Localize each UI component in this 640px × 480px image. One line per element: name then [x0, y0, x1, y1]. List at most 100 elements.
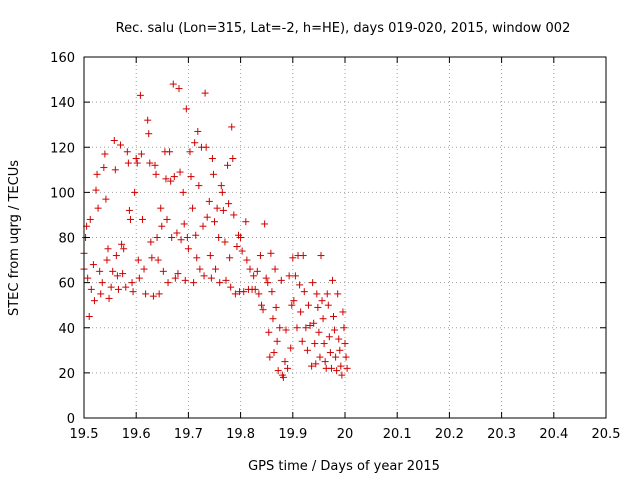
x-tick-label: 20.3 — [487, 427, 516, 442]
data-point — [167, 177, 175, 185]
data-point — [189, 204, 197, 212]
data-point — [157, 204, 165, 212]
data-point — [216, 279, 224, 287]
data-point — [315, 328, 323, 336]
data-point — [145, 130, 153, 138]
data-point — [107, 283, 115, 291]
data-point — [219, 206, 227, 214]
data-point — [207, 274, 215, 282]
data-point — [137, 150, 145, 158]
data-point — [170, 173, 178, 181]
x-axis-label: GPS time / Days of year 2015 — [248, 459, 440, 474]
axis-ticks — [83, 56, 607, 419]
chart-title: Rec. salu (Lon=315, Lat=-2, h=HE), days … — [116, 21, 571, 36]
data-point — [289, 254, 297, 262]
data-point — [213, 204, 221, 212]
data-point — [243, 256, 251, 264]
data-point — [218, 188, 226, 196]
data-point — [269, 315, 277, 323]
y-tick-label: 0 — [67, 412, 75, 427]
data-point — [339, 308, 347, 316]
data-point — [271, 265, 279, 273]
data-point — [284, 364, 292, 372]
data-point — [196, 265, 204, 273]
data-point — [105, 294, 113, 302]
data-point — [120, 245, 128, 253]
data-point — [230, 211, 238, 219]
data-point — [96, 267, 104, 275]
data-point — [253, 267, 261, 275]
data-point — [169, 80, 177, 88]
data-point — [270, 349, 278, 357]
y-tick-label: 140 — [50, 96, 75, 111]
data-point — [255, 290, 263, 298]
data-point — [158, 222, 166, 230]
data-point — [242, 218, 250, 226]
data-point — [316, 353, 324, 361]
data-point — [319, 315, 327, 323]
data-point — [132, 155, 140, 163]
y-tick-label: 160 — [50, 51, 75, 66]
data-point — [114, 285, 122, 293]
data-point — [288, 301, 296, 309]
data-point — [183, 234, 191, 241]
data-point — [281, 358, 289, 366]
data-point — [250, 272, 258, 280]
data-point — [287, 344, 295, 352]
data-point — [227, 283, 235, 291]
data-point — [326, 349, 334, 357]
data-point — [262, 274, 270, 282]
data-point — [293, 324, 301, 332]
data-point — [138, 215, 146, 223]
data-point — [111, 166, 119, 174]
data-point — [117, 141, 125, 149]
data-point — [323, 290, 331, 298]
data-point — [226, 254, 234, 262]
data-point — [273, 337, 281, 345]
data-point — [309, 279, 317, 287]
data-point — [119, 270, 127, 278]
y-tick-label: 60 — [58, 277, 75, 292]
data-point — [110, 136, 118, 144]
data-point — [237, 234, 245, 241]
data-point — [142, 290, 150, 298]
data-point — [225, 200, 233, 208]
data-point — [312, 360, 320, 368]
data-point — [259, 306, 267, 314]
data-point — [94, 204, 102, 212]
data-point — [179, 188, 187, 196]
data-point — [240, 288, 248, 296]
y-axis-label: STEC from uqrg / TECUs — [7, 160, 22, 316]
data-point — [291, 272, 299, 280]
data-point — [126, 215, 134, 223]
data-point — [186, 148, 194, 156]
data-point — [231, 290, 239, 298]
data-point — [328, 276, 336, 284]
data-point — [174, 270, 182, 278]
data-point — [164, 279, 172, 287]
data-point — [125, 206, 133, 214]
x-tick-label: 20.4 — [539, 427, 568, 442]
data-point — [298, 337, 306, 345]
data-point — [282, 326, 290, 334]
data-point — [246, 265, 254, 273]
data-point — [325, 333, 333, 341]
data-point — [300, 288, 308, 296]
data-point — [290, 297, 298, 305]
data-point — [162, 175, 170, 183]
data-point — [148, 254, 156, 262]
data-point — [238, 247, 246, 255]
data-point — [256, 252, 264, 260]
data-point — [85, 312, 93, 320]
y-tick-label: 100 — [50, 186, 75, 201]
data-point — [215, 234, 223, 241]
data-point — [173, 229, 181, 237]
data-point — [277, 276, 285, 284]
data-point — [168, 234, 176, 241]
y-tick-label: 120 — [50, 141, 75, 156]
data-point — [144, 116, 152, 124]
data-point — [343, 364, 351, 372]
data-point — [297, 308, 305, 316]
data-point — [324, 301, 332, 309]
data-point — [209, 170, 217, 178]
